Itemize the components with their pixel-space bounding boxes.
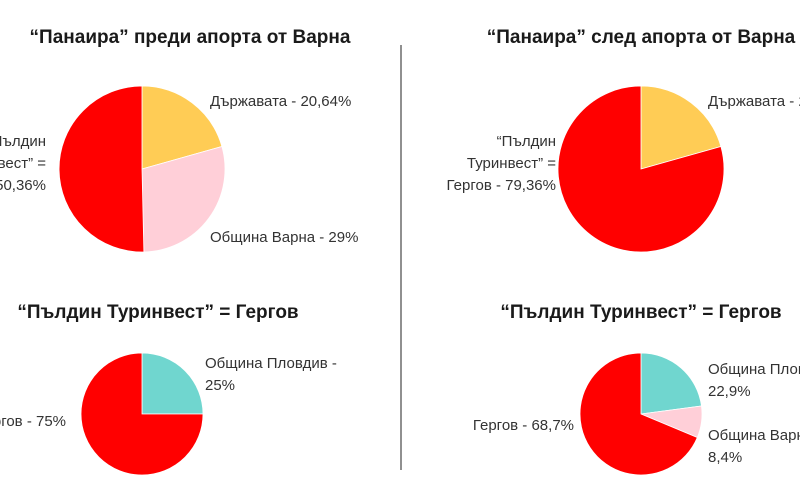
slice-label: Държавата - 20,64% [210,93,351,110]
slice-label: “Пълдин Туринвест” = Гергов - 79,36% [447,133,557,194]
pie-slice [80,352,204,476]
pie-chart-4: “Пълдин Туринвест” = Гергов Община Пловди… [473,302,800,476]
pie-slice [640,85,722,170]
charts-group: “Панаира” преди апорта от Варна Държавата… [0,27,800,476]
slice-label: Държавата - 20,64% [708,93,800,110]
pie-slice [640,352,702,415]
pie-slice [141,146,226,253]
pie-chart-2: “Панаира” след апорта от Варна Държавата … [447,27,800,253]
pie-slice [58,85,145,253]
chart-title: “Панаира” преди апорта от Варна [30,27,351,48]
pie-slice [579,352,698,476]
chart-title: “Пълдин Туринвест” = Гергов [17,302,298,323]
slice-label: Община Пловдив -22,9% [708,361,800,400]
slice-label: Община Варна -8,4% [708,427,800,466]
chart-title: “Панаира” след апорта от Варна [487,27,796,48]
pie-slice [141,85,223,170]
chart-title: “Пълдин Туринвест” = Гергов [500,302,781,323]
pie-slice [141,352,204,415]
pie-chart-1: “Панаира” преди апорта от Варна Държавата… [0,27,358,253]
slice-label: Гергов - 68,7% [473,417,574,434]
pie-chart-3: “Пълдин Туринвест” = Гергов Община Пловди… [0,302,337,476]
slice-label: Община Пловдив -25% [205,355,337,394]
slice-label: Гергов - 75% [0,413,66,430]
slice-label: Община Варна - 29% [210,229,358,246]
pie-slice [557,85,725,253]
